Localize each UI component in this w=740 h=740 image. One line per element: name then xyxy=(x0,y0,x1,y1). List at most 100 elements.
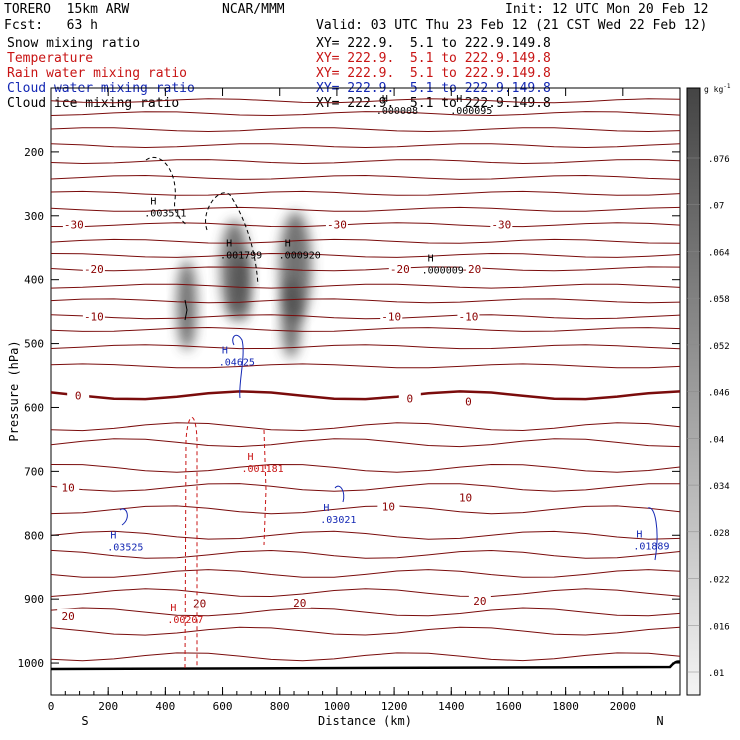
isotherm-line xyxy=(50,463,681,473)
isotherm-label-bg xyxy=(457,309,480,322)
isotherm-label-bg xyxy=(457,394,480,407)
y-tick-label: 700 xyxy=(24,465,44,478)
cloud-water-contour xyxy=(232,334,244,399)
colorbar-unit: g kg-1 xyxy=(704,83,731,94)
legend-xy-cloud-ice: XY= 222.9. 5.1 to 222.9.149.8 xyxy=(316,96,551,111)
x-tick-label: 0 xyxy=(48,700,55,713)
maximum-value: .003511 xyxy=(144,208,186,219)
rain-contour xyxy=(184,417,198,669)
isotherm-line xyxy=(50,222,681,228)
isotherm-line xyxy=(50,127,681,133)
maximum-value: .001799 xyxy=(220,251,262,262)
colorbar-label: .034 xyxy=(708,482,730,492)
colorbar-label: .01 xyxy=(708,669,724,679)
maximum-marker: H xyxy=(323,503,329,514)
south-endpoint-label: S xyxy=(81,714,88,728)
maximum-marker: H xyxy=(428,253,434,264)
isotherm-line xyxy=(50,483,681,492)
colorbar-label: .064 xyxy=(708,248,730,258)
maximum-marker: H xyxy=(248,452,254,463)
y-tick-label: 600 xyxy=(24,401,44,414)
isotherm-line xyxy=(50,422,681,432)
isotherm-line xyxy=(50,266,681,272)
rain-contour xyxy=(263,429,267,546)
maximum-marker: H xyxy=(636,529,642,540)
x-tick-label: 1600 xyxy=(495,700,522,713)
isotherm-label-bg xyxy=(82,261,105,274)
isotherm-label: -20 xyxy=(390,263,410,276)
isotherm-label: -10 xyxy=(458,311,478,324)
snow-cloud-blob xyxy=(232,251,251,322)
isotherm-line xyxy=(50,298,681,304)
ice-contour xyxy=(184,299,188,321)
isotherm-label-bg xyxy=(388,261,411,274)
org-title: NCAR/MMM xyxy=(222,2,285,17)
isotherm-line xyxy=(50,363,681,369)
legend-label-temperature: Temperature xyxy=(7,51,94,66)
isotherm-line xyxy=(50,652,681,662)
isotherm-line xyxy=(50,252,681,258)
isotherm-label-bg xyxy=(288,595,311,608)
maximum-marker: H xyxy=(222,345,228,356)
x-tick-label: 400 xyxy=(155,700,175,713)
legend-label-snow: Snow mixing ratio xyxy=(7,36,141,51)
isotherm-label-bg xyxy=(398,391,421,404)
maximum-value: .01889 xyxy=(633,541,669,552)
maximum-value: .04625 xyxy=(219,357,255,368)
isotherm-line xyxy=(50,98,681,104)
isotherm-label-bg xyxy=(380,309,403,322)
maximum-value: .000920 xyxy=(279,251,321,262)
y-tick-label: 900 xyxy=(24,593,44,606)
cloud-water-contour xyxy=(647,507,658,561)
y-tick-label: 200 xyxy=(24,146,44,159)
isotherm-line xyxy=(50,143,681,149)
isotherm-label-bg xyxy=(490,217,513,230)
maximum-marker: H xyxy=(285,239,291,250)
isotherm-label: 0 xyxy=(75,389,82,402)
x-axis-label: Distance (km) xyxy=(318,714,412,728)
legend-xy-rain: XY= 222.9. 5.1 to 222.9.149.8 xyxy=(316,66,551,81)
isotherm-line xyxy=(50,159,681,165)
isotherm-label-bg xyxy=(62,217,85,230)
isotherm-line xyxy=(50,174,681,180)
colorbar-label: .076 xyxy=(708,155,730,165)
surface-line xyxy=(50,660,681,671)
maximum-marker: H xyxy=(170,603,176,614)
isotherm-label: 20 xyxy=(473,595,486,608)
maximum-value: .000008 xyxy=(376,106,418,117)
colorbar-label: .052 xyxy=(708,342,730,352)
isotherm-label-bg xyxy=(188,596,211,609)
colorbar-label: .058 xyxy=(708,295,730,305)
maximum-marker: H xyxy=(110,531,116,542)
isotherm-line xyxy=(50,549,681,559)
isotherm-label: -20 xyxy=(461,263,481,276)
isotherm-label: 0 xyxy=(465,396,472,409)
maximum-value: .000009 xyxy=(422,265,464,276)
isotherm-label-bg xyxy=(377,499,400,512)
isotherm-line xyxy=(50,569,681,578)
isotherm-label-bg xyxy=(67,388,90,401)
cloud-water-contour xyxy=(334,485,345,503)
legend-label-rain: Rain water mixing ratio xyxy=(7,66,188,81)
x-tick-label: 800 xyxy=(270,700,290,713)
isotherm-label-bg xyxy=(57,480,80,493)
isotherm-label: -30 xyxy=(327,219,347,232)
maximum-marker: H xyxy=(226,239,232,250)
colorbar-label: .04 xyxy=(708,435,724,445)
plot-frame xyxy=(50,87,681,696)
valid-time: Valid: 03 UTC Thu 23 Feb 12 (21 CST Wed … xyxy=(316,18,708,33)
legend-xy-snow: XY= 222.9. 5.1 to 222.9.149.8 xyxy=(316,36,551,51)
isotherm-label-bg xyxy=(454,490,477,503)
maximum-value: .03021 xyxy=(320,515,356,526)
isotherm-label: 0 xyxy=(407,393,414,406)
isotherm-line xyxy=(50,626,681,636)
isotherm-label: 20 xyxy=(193,598,206,611)
snow-cloud-blob xyxy=(176,260,197,351)
y-tick-label: 1000 xyxy=(18,657,45,670)
isotherm-line xyxy=(50,238,681,244)
x-tick-label: 1000 xyxy=(324,700,351,713)
isotherm-label: -20 xyxy=(84,263,104,276)
y-tick-label: 400 xyxy=(24,274,44,287)
y-tick-label: 300 xyxy=(24,210,44,223)
